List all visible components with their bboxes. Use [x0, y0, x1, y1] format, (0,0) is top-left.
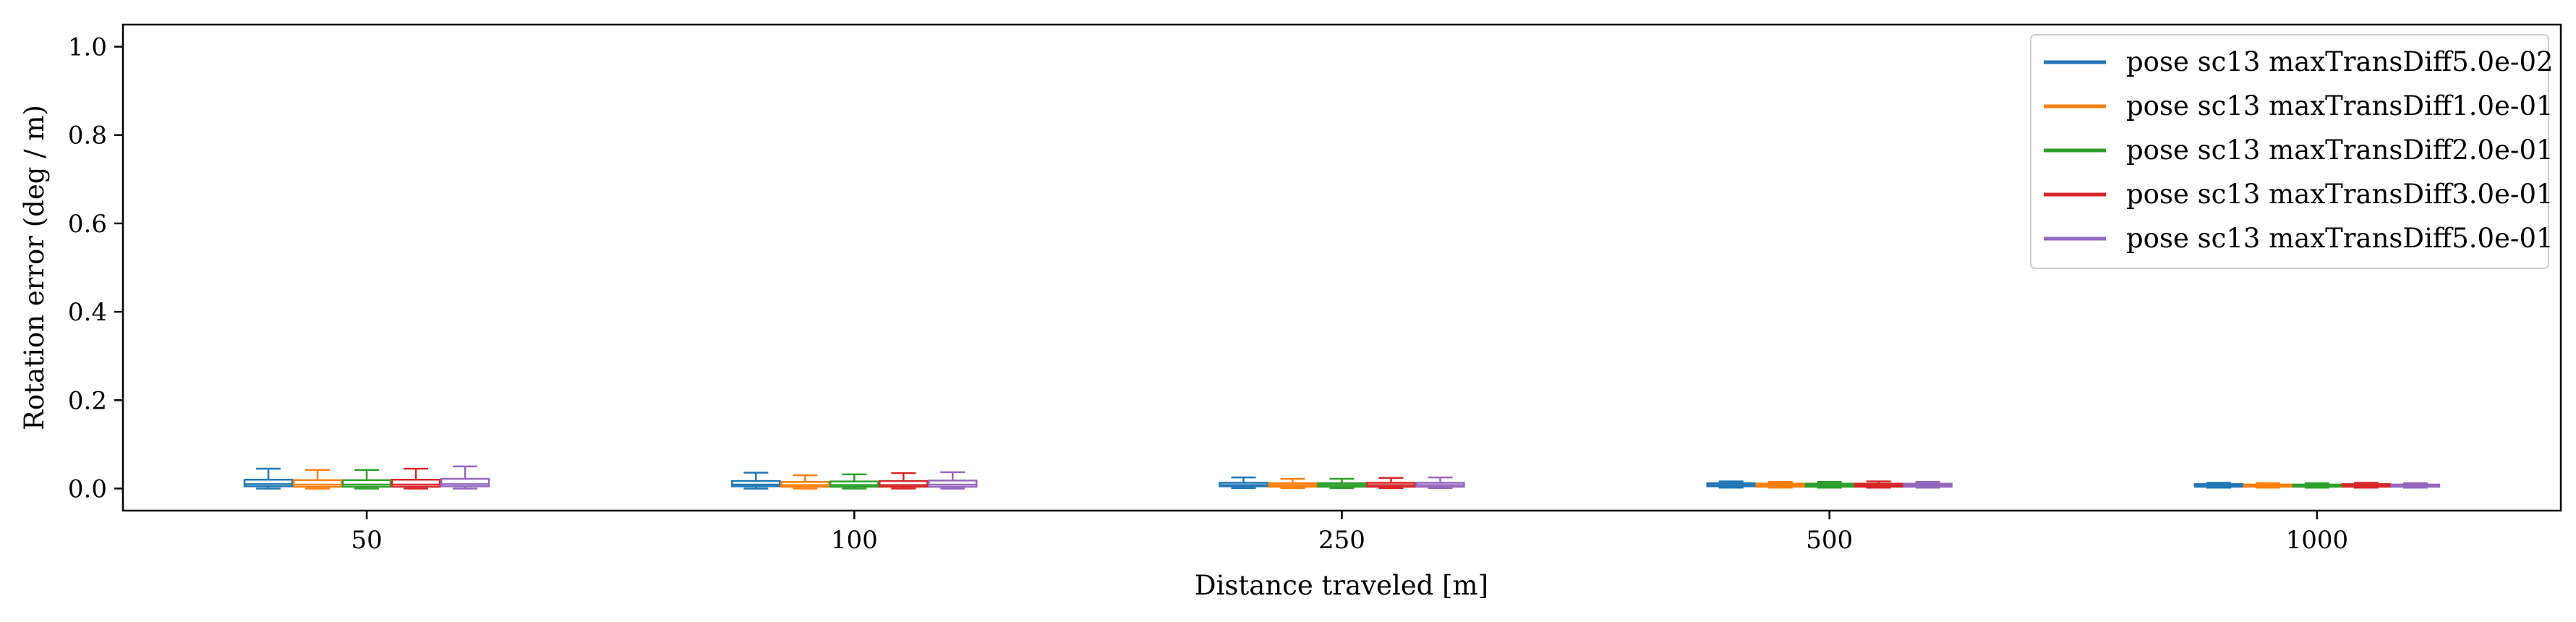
plot-marks	[243, 465, 2441, 490]
y-axis-label: Rotation error (deg / m)	[19, 105, 50, 430]
box	[879, 480, 929, 488]
legend-label: pose sc13 maxTransDiff5.0e-02	[2126, 46, 2554, 77]
series-3-boxes	[341, 469, 2342, 490]
x-axis: 50 100 250 500 1000	[351, 511, 2348, 555]
legend: pose sc13 maxTransDiff5.0e-02 pose sc13 m…	[2030, 34, 2554, 269]
box	[243, 478, 294, 487]
series-5-boxes	[440, 465, 2441, 490]
y-tick-label: 0.6	[68, 210, 107, 239]
y-tick-label: 0.8	[68, 122, 107, 150]
x-axis-label: Distance traveled [m]	[1195, 570, 1488, 601]
x-tick-label: 500	[1806, 526, 1853, 555]
y-tick-label: 0.0	[68, 474, 107, 503]
box	[341, 479, 392, 488]
y-tick-label: 0.4	[68, 298, 107, 327]
box	[292, 479, 343, 488]
series-4-boxes	[391, 467, 2392, 490]
series-1-boxes	[243, 467, 2244, 490]
x-tick-label: 1000	[2286, 526, 2349, 555]
x-tick-label: 100	[831, 526, 878, 555]
y-axis: 0.0 0.2 0.4 0.6 0.8 1.0	[68, 33, 123, 503]
series-2-boxes	[292, 469, 2293, 490]
legend-label: pose sc13 maxTransDiff1.0e-01	[2126, 90, 2554, 122]
box	[440, 477, 490, 487]
legend-label: pose sc13 maxTransDiff2.0e-01	[2126, 135, 2554, 166]
y-tick-label: 0.2	[68, 386, 107, 415]
x-tick-label: 250	[1318, 526, 1365, 555]
legend-label: pose sc13 maxTransDiff3.0e-01	[2126, 179, 2554, 210]
x-tick-label: 50	[351, 526, 382, 555]
y-tick-label: 1.0	[68, 33, 107, 62]
legend-frame	[2030, 34, 2549, 269]
box	[391, 478, 441, 488]
legend-label: pose sc13 maxTransDiff5.0e-01	[2126, 223, 2554, 254]
